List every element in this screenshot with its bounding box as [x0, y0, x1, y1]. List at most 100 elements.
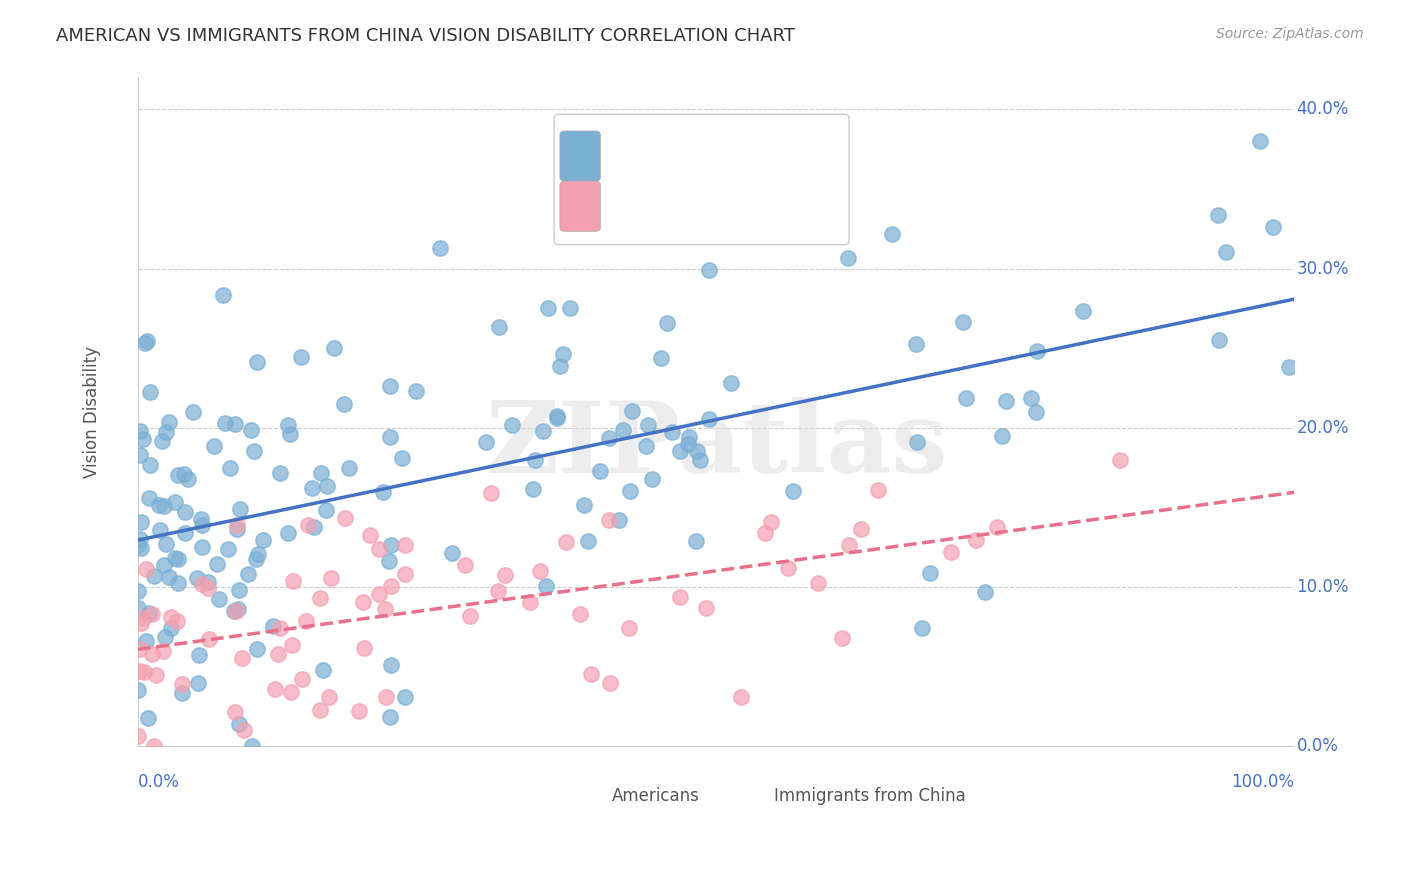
Point: [581, 667, 603, 681]
Point: [153, 558, 176, 573]
Text: Immigrants from China: Immigrants from China: [773, 787, 966, 805]
Point: [965, 533, 987, 547]
Point: [127, 601, 149, 615]
Point: [315, 479, 337, 493]
Point: [807, 576, 830, 591]
Point: [142, 739, 165, 754]
Point: [323, 342, 346, 356]
Point: [174, 526, 197, 541]
Point: [228, 582, 250, 597]
Point: [135, 634, 157, 648]
Point: [141, 647, 163, 661]
Point: [941, 545, 963, 559]
FancyBboxPatch shape: [737, 764, 770, 796]
Point: [589, 464, 612, 478]
Point: [160, 621, 183, 635]
Point: [661, 425, 683, 439]
Point: [368, 587, 391, 601]
Point: [240, 423, 263, 437]
Point: [166, 614, 188, 628]
Point: [208, 592, 231, 607]
Point: [380, 658, 402, 673]
Point: [353, 641, 375, 656]
Point: [524, 453, 547, 467]
Point: [224, 417, 246, 431]
Text: Americans: Americans: [612, 787, 700, 805]
Point: [176, 472, 198, 486]
Point: [952, 315, 974, 329]
Point: [697, 262, 720, 277]
Point: [138, 491, 160, 505]
Point: [333, 397, 356, 411]
Point: [160, 610, 183, 624]
Point: [598, 512, 620, 526]
Point: [458, 609, 481, 624]
Point: [905, 434, 928, 449]
Point: [347, 704, 370, 718]
Point: [849, 522, 872, 536]
Point: [1206, 208, 1229, 222]
Point: [139, 384, 162, 399]
Point: [695, 601, 717, 615]
Point: [172, 686, 194, 700]
Point: [228, 717, 250, 731]
Point: [882, 227, 904, 242]
Point: [479, 486, 502, 500]
Point: [262, 618, 284, 632]
Point: [685, 534, 707, 549]
Point: [163, 550, 186, 565]
Point: [1025, 405, 1047, 419]
Point: [278, 427, 301, 442]
Point: [1026, 344, 1049, 359]
Point: [301, 482, 323, 496]
Point: [155, 537, 177, 551]
Point: [167, 467, 190, 482]
Point: [281, 574, 304, 588]
Point: [245, 551, 267, 566]
Point: [380, 709, 402, 723]
Point: [994, 393, 1017, 408]
Point: [394, 566, 416, 581]
Point: [141, 607, 163, 622]
Point: [149, 523, 172, 537]
Point: [776, 560, 799, 574]
Point: [640, 472, 662, 486]
Point: [152, 644, 174, 658]
Point: [157, 570, 180, 584]
Point: [546, 409, 568, 423]
Point: [167, 576, 190, 591]
Point: [531, 425, 554, 439]
Point: [785, 194, 807, 209]
Point: [488, 320, 510, 334]
Point: [359, 528, 381, 542]
Point: [501, 417, 523, 432]
Point: [378, 379, 401, 393]
Point: [128, 664, 150, 678]
Point: [308, 591, 330, 606]
Point: [150, 434, 173, 448]
Point: [318, 690, 340, 704]
Point: [135, 562, 157, 576]
Point: [131, 433, 153, 447]
Point: [315, 503, 337, 517]
Point: [277, 525, 299, 540]
Point: [242, 444, 264, 458]
Point: [155, 630, 177, 644]
Point: [226, 518, 249, 533]
Point: [519, 595, 541, 609]
Point: [132, 665, 155, 679]
Point: [911, 621, 934, 635]
Point: [669, 444, 692, 458]
Text: 20.0%: 20.0%: [1296, 419, 1348, 437]
Point: [219, 460, 242, 475]
Point: [754, 525, 776, 540]
Point: [678, 437, 700, 451]
Point: [167, 552, 190, 566]
Point: [129, 642, 152, 657]
Point: [321, 571, 343, 585]
Point: [986, 520, 1008, 534]
Point: [129, 541, 152, 555]
Point: [202, 439, 225, 453]
Point: [990, 429, 1012, 443]
Text: Vision Disability: Vision Disability: [83, 346, 101, 478]
